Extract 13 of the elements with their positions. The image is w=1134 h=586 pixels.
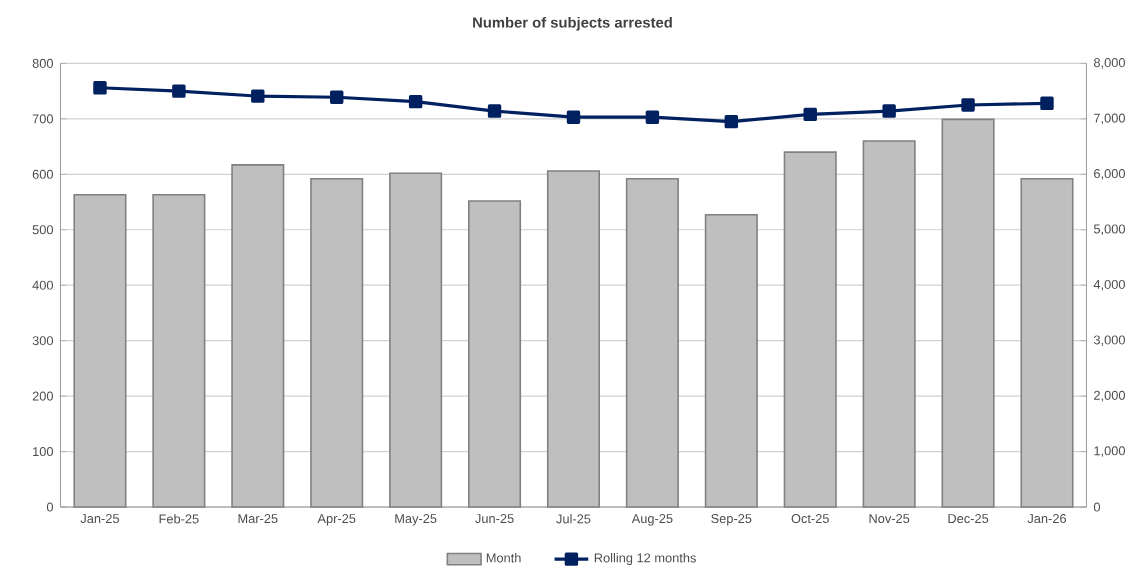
- point: [1040, 96, 1054, 110]
- point: [330, 90, 344, 104]
- point: [961, 98, 975, 112]
- point: [172, 84, 186, 98]
- point: [882, 104, 896, 118]
- point: [566, 110, 581, 124]
- point: [93, 80, 107, 95]
- point: [251, 89, 265, 103]
- point: [408, 94, 423, 109]
- point: [803, 107, 817, 121]
- point: [724, 114, 739, 129]
- point: [645, 110, 660, 124]
- point: [487, 104, 502, 118]
